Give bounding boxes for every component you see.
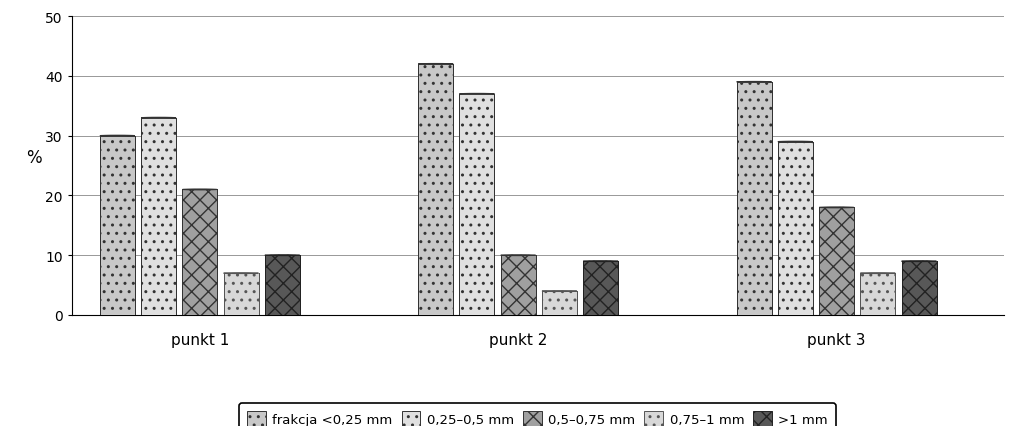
Bar bbox=[901, 261, 937, 262]
Ellipse shape bbox=[736, 82, 771, 83]
Ellipse shape bbox=[100, 136, 135, 137]
Y-axis label: %: % bbox=[26, 148, 42, 166]
Bar bbox=[860, 273, 895, 274]
Ellipse shape bbox=[265, 255, 300, 256]
Bar bbox=[584, 261, 618, 262]
Bar bbox=[182, 190, 217, 315]
Ellipse shape bbox=[901, 261, 937, 262]
Bar bbox=[736, 82, 771, 83]
Bar bbox=[819, 208, 854, 315]
Bar bbox=[265, 255, 300, 256]
Bar bbox=[736, 83, 771, 315]
Bar bbox=[100, 136, 135, 137]
Ellipse shape bbox=[542, 291, 577, 292]
Bar bbox=[460, 95, 495, 315]
Bar bbox=[223, 273, 258, 315]
Bar bbox=[141, 118, 176, 119]
Ellipse shape bbox=[860, 273, 895, 274]
Bar bbox=[100, 136, 135, 315]
Bar bbox=[584, 262, 618, 315]
Bar bbox=[860, 273, 895, 315]
Bar bbox=[418, 64, 454, 65]
Bar bbox=[141, 118, 176, 315]
Bar bbox=[501, 256, 536, 315]
Bar bbox=[460, 94, 495, 95]
Ellipse shape bbox=[460, 94, 495, 95]
Ellipse shape bbox=[819, 207, 854, 208]
Bar bbox=[778, 142, 813, 315]
Legend: frakcja <0,25 mm, 0,25–0,5 mm, 0,5–0,75 mm, 0,75–1 mm, >1 mm: frakcja <0,25 mm, 0,25–0,5 mm, 0,5–0,75 … bbox=[240, 403, 836, 426]
Bar bbox=[501, 255, 536, 256]
Bar bbox=[819, 207, 854, 208]
Bar bbox=[901, 262, 937, 315]
Ellipse shape bbox=[778, 142, 813, 143]
Bar bbox=[265, 256, 300, 315]
Bar bbox=[223, 273, 258, 274]
Bar bbox=[542, 291, 577, 315]
Ellipse shape bbox=[223, 273, 258, 274]
Ellipse shape bbox=[418, 64, 454, 65]
Ellipse shape bbox=[141, 118, 176, 119]
Bar bbox=[542, 291, 577, 292]
Ellipse shape bbox=[584, 261, 618, 262]
Ellipse shape bbox=[501, 255, 536, 256]
Bar bbox=[778, 142, 813, 143]
Bar bbox=[418, 65, 454, 315]
